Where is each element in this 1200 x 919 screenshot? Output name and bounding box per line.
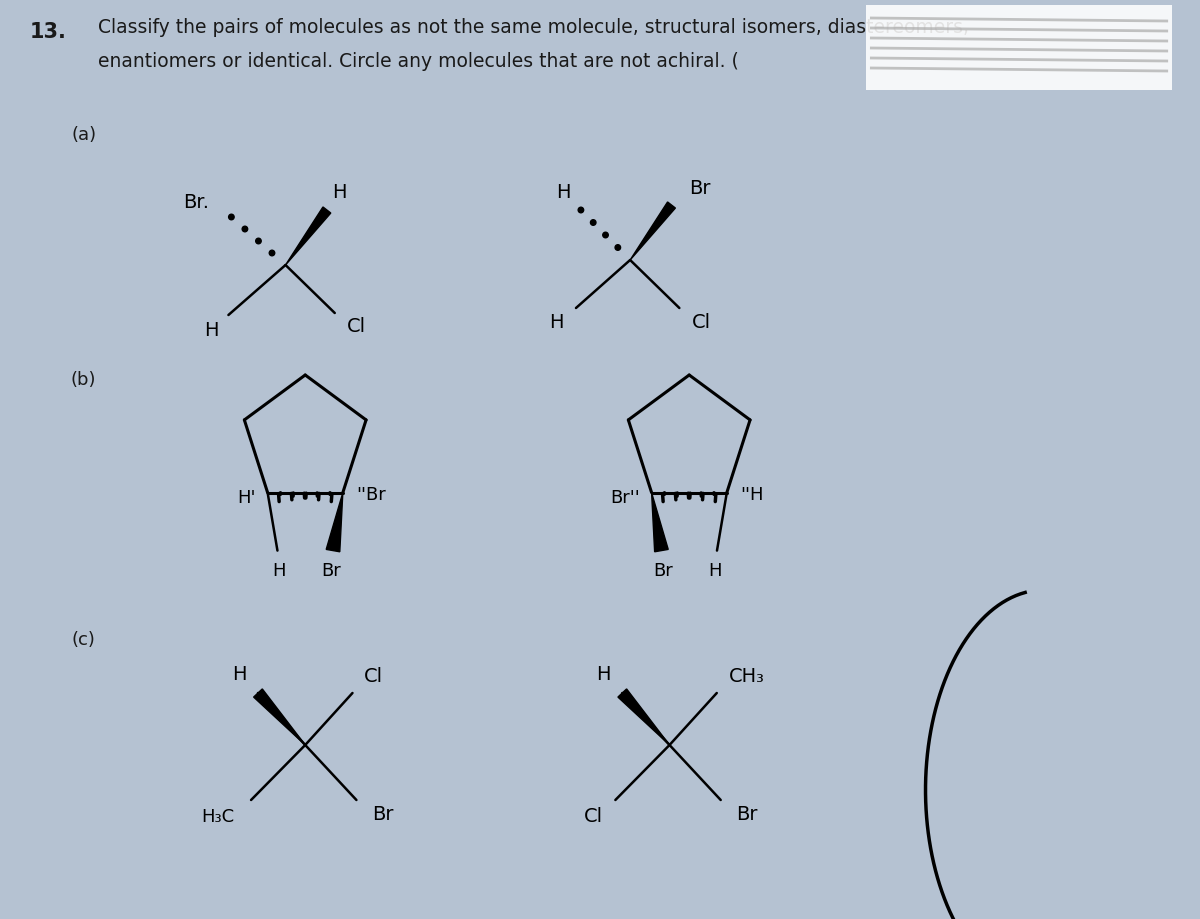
Text: Br'': Br'' [611,489,640,506]
Text: H: H [550,312,564,332]
Text: H₃C: H₃C [202,808,234,826]
Text: ''Br: ''Br [356,485,386,504]
Text: Classify the pairs of molecules as not the same molecule, structural isomers, di: Classify the pairs of molecules as not t… [98,18,970,37]
Text: H: H [556,183,570,201]
Text: Br: Br [654,562,673,580]
Text: (a): (a) [71,126,96,144]
Text: ''H: ''H [740,485,763,504]
Text: Cl: Cl [583,808,602,826]
Text: Br: Br [372,805,394,824]
Circle shape [616,244,620,250]
Polygon shape [618,689,670,745]
Text: Cl: Cl [347,317,366,336]
Polygon shape [630,202,676,260]
Text: H: H [708,562,721,580]
Text: Cl: Cl [365,667,384,686]
Circle shape [578,207,583,213]
Circle shape [229,214,234,220]
Text: Br.: Br. [182,194,209,212]
Text: H: H [232,665,246,685]
Polygon shape [253,689,305,745]
Circle shape [590,220,596,225]
Text: Br: Br [322,562,341,580]
Text: H: H [272,562,286,580]
Bar [866,5,1171,90]
Circle shape [269,250,275,255]
Text: Br: Br [689,178,710,198]
Text: H: H [596,665,611,685]
Text: H: H [204,321,218,339]
Text: (b): (b) [71,371,96,389]
Text: CH₃: CH₃ [728,667,764,686]
Polygon shape [286,207,331,265]
Polygon shape [326,493,343,551]
Text: (c): (c) [72,631,96,649]
Text: H: H [332,184,347,202]
Circle shape [602,233,608,238]
Text: Br: Br [737,805,758,824]
Polygon shape [652,493,668,551]
Text: Cl: Cl [691,312,710,332]
Circle shape [256,238,262,244]
Text: 13.: 13. [30,22,66,42]
Circle shape [242,226,247,232]
Text: enantiomers or identical. Circle any molecules that are not achiral. (: enantiomers or identical. Circle any mol… [98,52,739,71]
Text: H': H' [238,489,256,506]
